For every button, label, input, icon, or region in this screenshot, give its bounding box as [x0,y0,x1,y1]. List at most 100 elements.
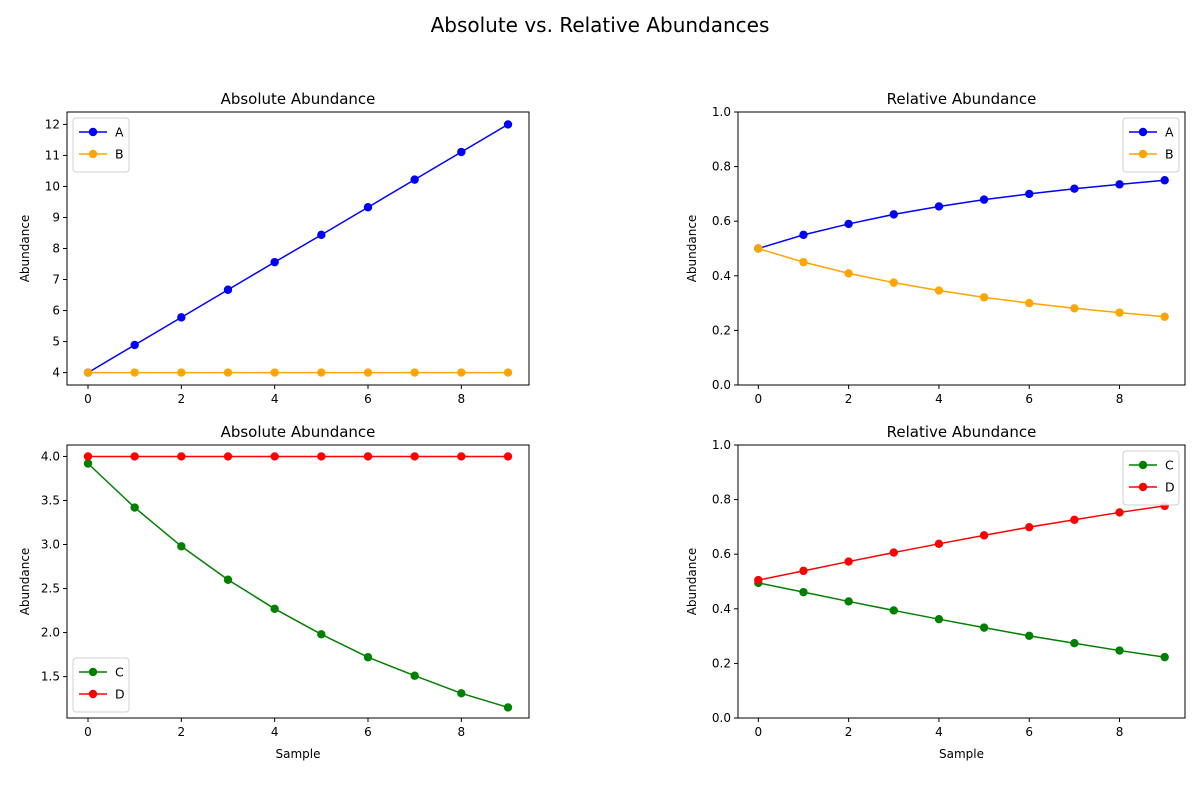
legend-marker-B [88,149,98,159]
y-tick-label: 0.4 [712,602,731,616]
data-point-C [934,614,944,624]
x-tick-label: 6 [364,725,372,739]
y-tick-label: 0.2 [712,656,731,670]
data-point-B [1160,312,1169,321]
data-point-B [503,368,513,377]
series-D [83,452,513,461]
series-A [754,176,1169,253]
subplot-title: Relative Abundance [887,90,1037,108]
y-tick-label: 2.5 [41,582,60,596]
data-point-D [130,452,139,461]
data-point-B [934,286,944,295]
x-tick-label: 2 [178,725,186,739]
x-tick-label: 2 [178,392,186,406]
data-point-C [844,597,853,606]
y-tick-label: 0.0 [712,378,731,392]
legend-label: D [1165,480,1175,495]
y-tick-label: 6 [52,304,60,318]
y-tick-label: 3.5 [41,493,60,507]
series-line-D [758,505,1165,581]
data-point-C [363,653,373,662]
legend-marker-A [88,127,98,137]
y-tick-label: 0.6 [712,547,731,561]
series-line-B [758,247,1165,318]
data-point-B [177,368,186,377]
data-point-B [270,368,279,377]
series-D [754,501,1169,585]
y-tick-label: 0.2 [712,323,731,337]
y-tick-label: 1.5 [41,670,60,684]
y-tick-label: 0.6 [712,214,731,228]
data-point-C [1115,646,1124,655]
data-point-B [889,278,898,287]
y-axis-label: Abundance [18,215,32,283]
subplot-2: Relative Abundance 0 2 4 6 8 0.0 0.2 0.4 0.6 0.8 1.… [685,90,1186,406]
data-point-D [410,452,419,461]
x-tick-label: 4 [271,392,279,406]
data-point-A [889,210,898,219]
data-point-D [889,548,898,557]
x-axis-label: Sample [276,747,321,761]
legend-label: D [115,687,125,702]
data-point-B [363,368,373,377]
data-point-A [1070,184,1079,193]
y-tick-label: 4.0 [41,449,60,463]
data-point-C [317,630,326,639]
data-point-A [503,120,513,129]
data-point-D [270,452,279,461]
x-tick-label: 0 [84,392,92,406]
data-point-A [363,203,373,212]
data-point-A [270,257,279,267]
legend: AB [72,117,130,173]
subplot-title: Absolute Abundance [221,423,376,441]
y-axis-label: Abundance [685,548,699,616]
axes-frame [737,444,1186,719]
x-axis-label: Sample [939,747,984,761]
legend-label: C [115,665,124,680]
data-point-D [1115,508,1124,517]
subplot-title: Relative Abundance [887,423,1037,441]
legend-label: A [1165,125,1174,140]
legend-marker-B [1138,149,1148,159]
data-point-A [1025,189,1034,199]
x-tick-label: 0 [754,725,762,739]
y-tick-label: 8 [52,242,60,256]
x-tick-label: 6 [1025,725,1033,739]
data-point-D [1070,515,1079,525]
data-point-C [270,604,279,613]
data-point-C [1160,652,1169,662]
subplot-4: Relative Abundance 0 2 4 6 8 0.0 0.2 0.4 0.6 0.8 1.… [685,423,1186,761]
data-point-B [410,368,419,377]
series-line-C [758,582,1165,658]
y-tick-label: 9 [52,210,60,224]
y-tick-label: 0.4 [712,269,731,283]
data-point-B [1115,308,1124,317]
data-point-B [1025,298,1034,308]
figure-title: Absolute vs. Relative Abundances [431,13,770,37]
x-tick-label: 2 [845,392,853,406]
series-line-C [87,462,509,709]
x-tick-label: 8 [1116,392,1124,406]
data-point-A [979,195,989,204]
axes-frame [66,444,530,719]
y-tick-label: 1.0 [712,438,731,452]
data-point-D [503,452,513,461]
data-point-B [799,257,808,267]
data-point-A [130,340,139,350]
axes-frame [737,111,1186,386]
data-point-D [979,531,989,540]
y-tick-label: 11 [45,148,60,162]
data-point-A [410,175,419,184]
data-point-D [363,452,373,461]
x-tick-label: 8 [458,725,466,739]
data-point-A [799,230,808,240]
y-tick-label: 2.0 [41,626,60,640]
x-tick-label: 8 [458,392,466,406]
series-A [83,120,513,377]
legend-marker-D [88,689,98,699]
subplot-title: Absolute Abundance [221,90,376,108]
y-tick-label: 10 [45,179,60,193]
x-tick-label: 4 [271,725,279,739]
data-point-D [844,557,853,566]
